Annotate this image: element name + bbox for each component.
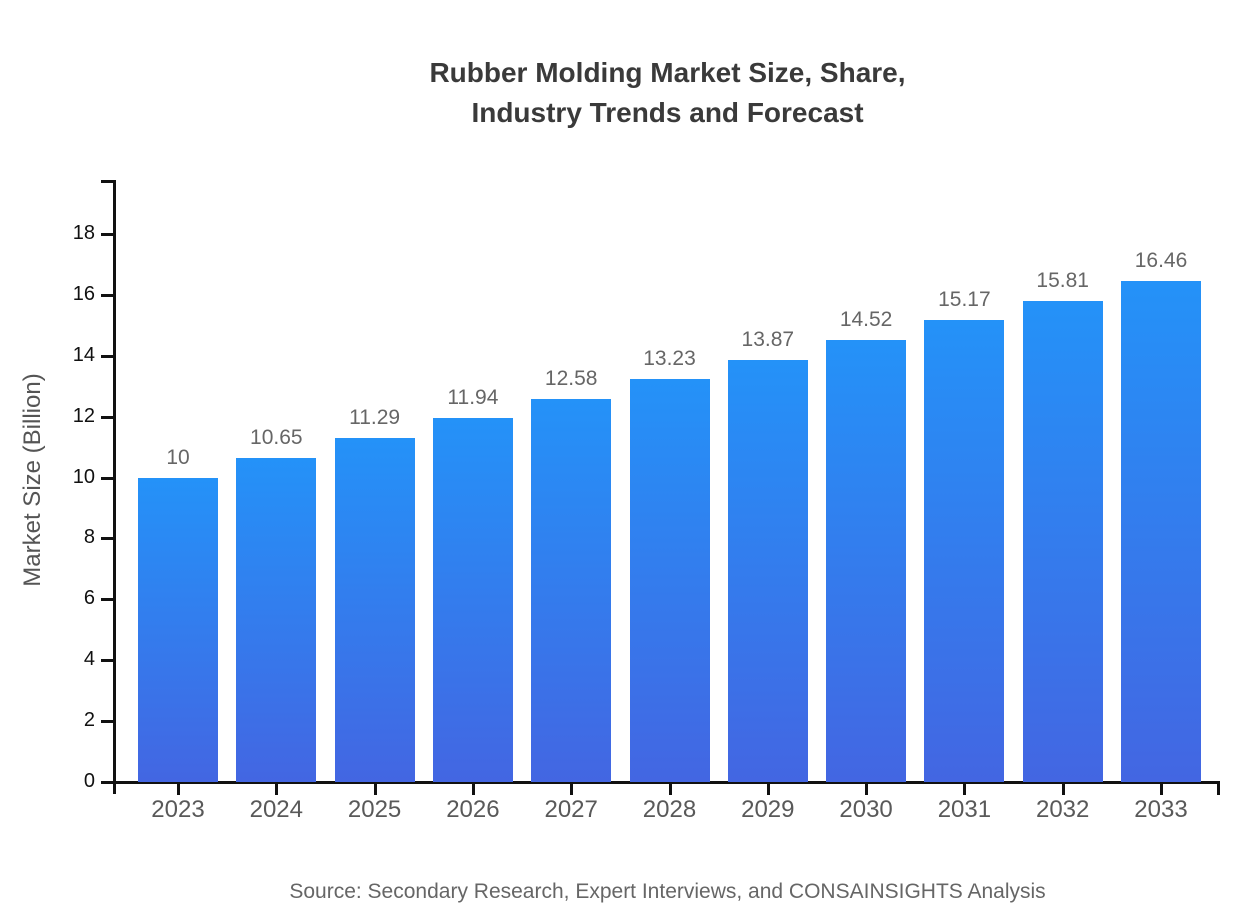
x-tick bbox=[668, 784, 672, 795]
x-axis-line bbox=[113, 781, 1220, 784]
y-tick bbox=[101, 476, 113, 480]
bar-2023 bbox=[138, 477, 218, 782]
x-tick-label: 2028 bbox=[642, 796, 697, 823]
y-tick-label: 16 bbox=[72, 282, 95, 305]
y-tick bbox=[101, 537, 113, 541]
x-tick bbox=[963, 784, 967, 795]
y-tick-label: 12 bbox=[72, 404, 95, 427]
y-tick bbox=[101, 720, 113, 724]
x-tick bbox=[177, 784, 180, 795]
y-tick bbox=[101, 781, 113, 784]
x-tick-label: 2023 bbox=[151, 796, 205, 823]
y-tick-label: 8 bbox=[83, 526, 95, 549]
y-tick-label: 10 bbox=[72, 465, 95, 488]
x-tick bbox=[373, 784, 377, 795]
chart-title: Rubber Molding Market Size, Share, Indus… bbox=[115, 53, 1220, 133]
x-tick bbox=[766, 784, 770, 795]
x-tick-label: 2032 bbox=[1035, 796, 1090, 823]
bar-value-label: 11.29 bbox=[349, 406, 401, 430]
bar-value-label: 13.87 bbox=[741, 327, 795, 351]
y-tick-label: 2 bbox=[83, 709, 95, 732]
x-tick bbox=[1061, 784, 1065, 795]
x-axis-end-cap bbox=[1217, 781, 1220, 795]
x-tick bbox=[570, 784, 574, 795]
y-tick bbox=[101, 354, 113, 358]
bar-2025 bbox=[334, 438, 415, 782]
source-note: Source: Secondary Research, Expert Inter… bbox=[289, 880, 1046, 903]
chart-title-line-2: Industry Trends and Forecast bbox=[471, 97, 864, 128]
x-tick-label: 2025 bbox=[347, 796, 402, 823]
y-tick bbox=[101, 659, 113, 663]
x-tick bbox=[275, 784, 279, 795]
bar-2031 bbox=[924, 320, 1005, 782]
bar-value-label: 11.94 bbox=[447, 386, 499, 410]
x-tick bbox=[865, 784, 869, 795]
y-tick-label: 0 bbox=[83, 770, 95, 792]
x-tick-label: 2027 bbox=[544, 796, 598, 823]
y-tick-label: 4 bbox=[83, 648, 95, 671]
bar-value-label: 10.65 bbox=[250, 425, 303, 449]
bar-2026 bbox=[432, 418, 513, 782]
bar-value-label: 15.17 bbox=[938, 288, 991, 312]
bar-value-label: 13.23 bbox=[643, 347, 696, 371]
y-tick-label: 14 bbox=[72, 343, 95, 366]
bar-value-label: 12.58 bbox=[544, 367, 598, 390]
bar-2032 bbox=[1022, 300, 1103, 782]
y-axis-line bbox=[113, 180, 116, 794]
y-tick bbox=[101, 233, 113, 236]
bar-value-label: 10 bbox=[166, 445, 190, 469]
x-tick bbox=[1160, 784, 1163, 795]
y-tick bbox=[101, 293, 113, 297]
y-tick bbox=[101, 598, 113, 602]
bar-2033 bbox=[1121, 280, 1201, 782]
bar-2030 bbox=[826, 339, 907, 782]
chart-title-line-1: Rubber Molding Market Size, Share, bbox=[429, 57, 906, 88]
bar-value-label: 14.52 bbox=[839, 307, 893, 331]
y-tick-label: 6 bbox=[83, 587, 95, 610]
bar-2028 bbox=[629, 379, 710, 782]
x-tick bbox=[471, 784, 475, 795]
y-tick-label: 18 bbox=[72, 222, 95, 244]
bar-2029 bbox=[727, 359, 808, 782]
x-tick-label: 2030 bbox=[839, 796, 893, 823]
x-tick-label: 2033 bbox=[1134, 796, 1188, 823]
y-axis-end-cap bbox=[101, 180, 115, 183]
bar-2027 bbox=[531, 399, 612, 782]
y-tick bbox=[101, 415, 113, 419]
bar-2024 bbox=[236, 457, 317, 782]
bar-value-label: 15.81 bbox=[1036, 268, 1089, 292]
x-tick-label: 2029 bbox=[741, 796, 795, 823]
x-tick-label: 2026 bbox=[446, 796, 500, 823]
bar-value-label: 16.46 bbox=[1134, 248, 1188, 272]
x-tick-label: 2031 bbox=[937, 796, 992, 823]
x-tick-label: 2024 bbox=[249, 796, 303, 823]
